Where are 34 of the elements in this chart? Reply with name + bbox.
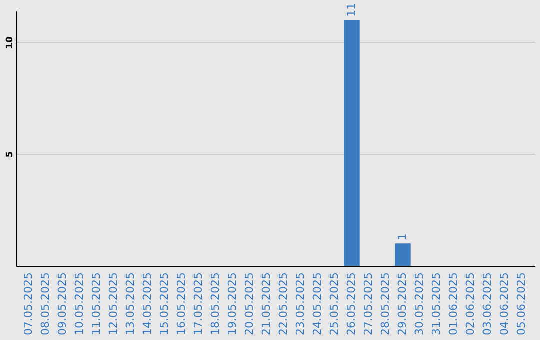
x-tick-label: 12.05.2025 — [106, 272, 120, 336]
x-tick-label: 02.06.2025 — [464, 272, 478, 336]
x-tick-label: 07.05.2025 — [22, 272, 35, 336]
x-tick-label: 09.05.2025 — [56, 272, 69, 336]
x-tick-label: 21.05.2025 — [260, 272, 273, 336]
x-tick-label: 29.05.2025 — [396, 272, 410, 336]
x-tick-label: 27.05.2025 — [362, 272, 376, 336]
x-tick-label: 22.05.2025 — [277, 272, 290, 336]
x-tick-label: 24.05.2025 — [311, 272, 324, 336]
x-tick-label: 13.05.2025 — [124, 272, 137, 336]
x-tick-label: 17.05.2025 — [192, 272, 205, 336]
x-tick-label: 11.05.2025 — [90, 272, 103, 336]
x-tick-label: 04.06.2025 — [498, 272, 512, 336]
x-tick-label: 20.05.2025 — [242, 272, 256, 336]
x-tick-label: 03.06.2025 — [481, 272, 494, 336]
y-tick-label: 5 — [6, 152, 16, 158]
x-tick-label: 26.05.2025 — [345, 272, 358, 336]
y-tick-label: 10 — [6, 36, 16, 50]
x-tick-label: 16.05.2025 — [174, 272, 188, 336]
x-tick-label: 10.05.2025 — [72, 272, 86, 336]
data-label: 11 — [345, 2, 358, 17]
x-tick-label: 31.05.2025 — [430, 272, 444, 336]
x-tick-label: 28.05.2025 — [379, 272, 392, 336]
x-tick-label: 08.05.2025 — [38, 272, 52, 336]
x-tick-label: 23.05.2025 — [294, 272, 308, 336]
x-tick-label: 30.05.2025 — [413, 272, 426, 336]
x-tick-label: 14.05.2025 — [140, 272, 154, 336]
data-label: 1 — [396, 234, 410, 241]
x-tick-label: 05.06.2025 — [515, 272, 528, 336]
x-tick-label: 25.05.2025 — [328, 272, 342, 336]
x-tick-label: 18.05.2025 — [208, 272, 222, 336]
x-tick-label: 01.06.2025 — [447, 272, 460, 336]
x-tick-label: 19.05.2025 — [226, 272, 239, 336]
x-tick-label: 15.05.2025 — [158, 272, 171, 336]
